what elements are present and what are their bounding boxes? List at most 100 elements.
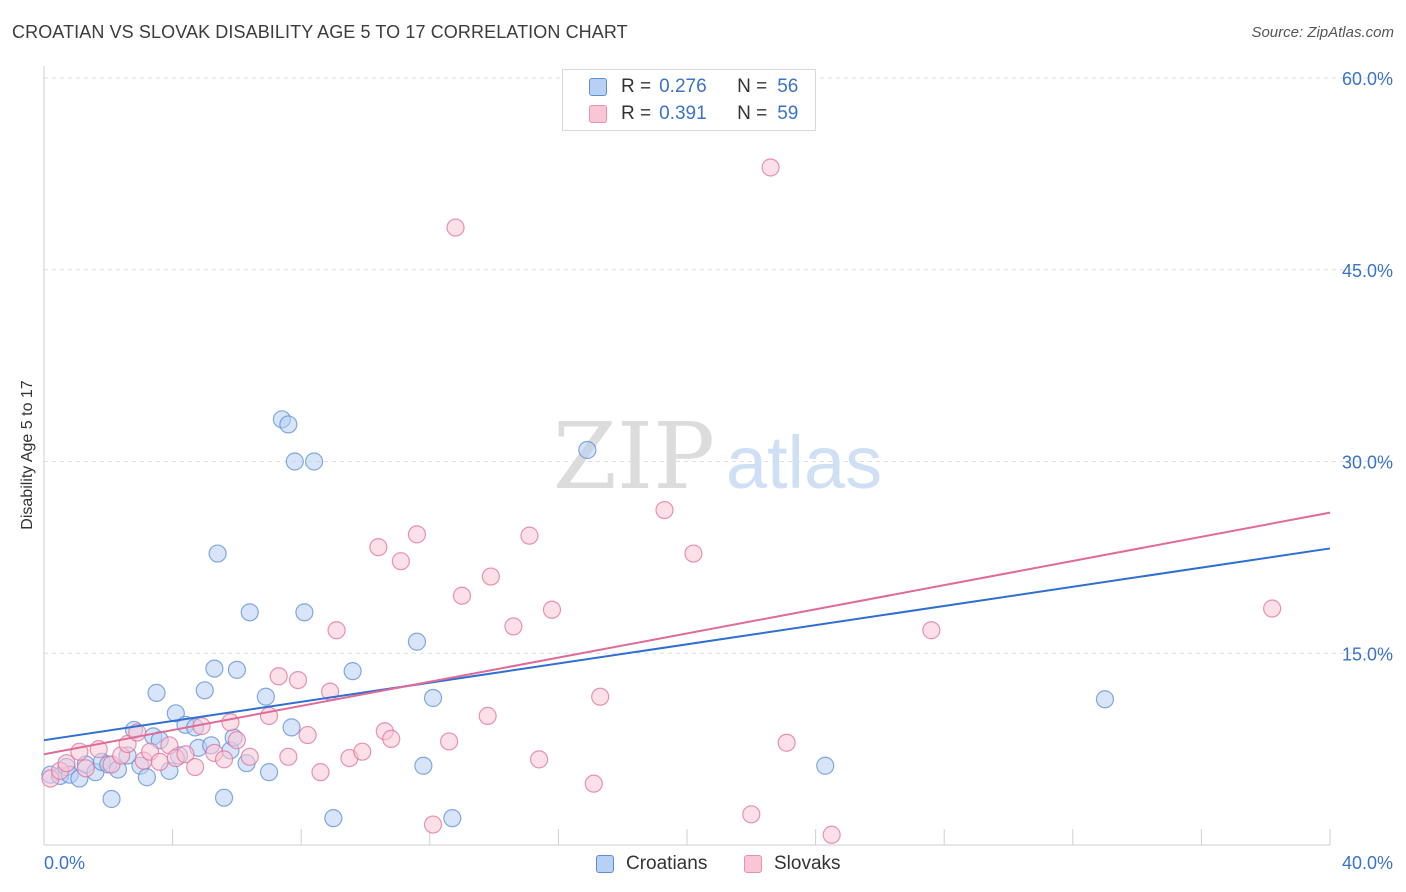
slovak-point	[311, 763, 330, 782]
slovak-point	[391, 552, 410, 571]
croatian-point	[414, 756, 433, 775]
slovak-point	[214, 750, 234, 769]
watermark-zip: ZIP	[553, 403, 715, 510]
legend-n-label: N =	[737, 103, 768, 124]
slovak-point	[279, 747, 298, 766]
trendlines	[43, 511, 1331, 756]
legend-r-value: 0.391	[659, 103, 707, 124]
legend-n-label: N =	[737, 76, 768, 97]
slovak-point	[446, 218, 465, 237]
croatian-point	[282, 718, 301, 737]
x-tick-label: 0.0%	[44, 853, 85, 873]
croatian-point	[443, 809, 462, 828]
slovak-point	[369, 538, 388, 557]
slovak-point	[227, 731, 246, 750]
bottom-legend-label-croatians: Croatians	[626, 853, 708, 874]
legend-row-slovaks: R = 0.391 N = 59	[589, 102, 798, 126]
slovak-point	[327, 621, 346, 640]
y-tick-label: 30.0%	[1342, 453, 1393, 473]
croatian-point	[240, 603, 259, 622]
gridlines	[44, 77, 1394, 654]
croatian-point	[214, 788, 234, 807]
y-tick-label: 60.0%	[1342, 69, 1393, 89]
source-label: Source: ZipAtlas.com	[1251, 24, 1394, 41]
croatian-point	[407, 632, 427, 651]
slovak-point	[922, 621, 941, 640]
slovak-point	[288, 670, 308, 690]
slovak-point	[742, 805, 761, 824]
croatian-point	[816, 756, 835, 775]
tick-labels: 15.0% 30.0% 45.0% 60.0% 0.0% 40.0%	[44, 69, 1393, 873]
slovak-point	[1263, 599, 1282, 618]
slovak-point	[176, 745, 195, 764]
slovak-point	[478, 706, 497, 725]
watermark: ZIP atlas	[553, 403, 882, 510]
trendline-slovaks	[43, 511, 1331, 756]
bottom-legend-croatians: Croatians	[596, 852, 707, 876]
slovak-point	[481, 567, 500, 586]
legend-swatch-slovaks	[589, 105, 607, 123]
watermark-atlas: atlas	[726, 421, 882, 504]
legend-r-label: R =	[621, 103, 652, 124]
legend: R = 0.276 N = 56 R = 0.391 N = 59	[562, 69, 816, 131]
slovak-point	[353, 742, 372, 761]
slovak-point	[452, 586, 472, 605]
slovak-point	[655, 500, 674, 520]
slovak-point	[439, 732, 459, 751]
slovak-point	[591, 687, 610, 706]
bottom-legend-slovaks: Slovaks	[744, 852, 841, 876]
croatian-point	[227, 660, 246, 679]
slovak-point	[76, 759, 95, 778]
croatian-point	[343, 662, 362, 681]
croatian-point	[578, 440, 597, 460]
croatian-point	[285, 452, 304, 471]
croatian-point	[279, 415, 298, 434]
bottom-legend-swatch-croatians	[596, 855, 614, 873]
x-tick-label: 40.0%	[1342, 853, 1393, 873]
croatian-point	[205, 659, 224, 678]
croatian-point	[324, 809, 343, 828]
croatian-point	[295, 603, 314, 622]
slovak-point	[269, 667, 288, 686]
slovak-point	[530, 750, 549, 769]
y-tick-label: 45.0%	[1342, 261, 1393, 281]
chart-title: CROATIAN VS SLOVAK DISABILITY AGE 5 TO 1…	[12, 22, 628, 42]
legend-r-value: 0.276	[659, 76, 707, 97]
croatian-point	[256, 687, 275, 706]
croatian-point	[1095, 690, 1115, 709]
slovak-point	[407, 525, 427, 544]
slovak-point	[542, 600, 562, 619]
slovak-point	[298, 725, 317, 745]
slovak-point	[684, 544, 703, 563]
trendline-croatians	[43, 547, 1331, 742]
slovak-point	[822, 825, 841, 844]
series-slovaks	[41, 158, 1282, 844]
slovak-point	[382, 729, 401, 748]
legend-n-value: 56	[777, 76, 799, 97]
slovak-point	[186, 757, 205, 777]
slovak-point	[520, 526, 539, 545]
croatian-point	[259, 763, 279, 782]
y-tick-label: 15.0%	[1342, 644, 1393, 664]
slovak-point	[423, 815, 443, 834]
bottom-legend-swatch-slovaks	[744, 855, 762, 873]
slovak-point	[221, 713, 240, 732]
slovak-point	[240, 747, 259, 766]
croatian-point	[102, 789, 121, 809]
croatian-point	[304, 452, 324, 471]
slovak-point	[57, 754, 76, 773]
slovak-point	[777, 733, 796, 752]
legend-row-croatians: R = 0.276 N = 56	[589, 75, 798, 99]
croatian-point	[137, 768, 156, 787]
croatian-point	[147, 683, 166, 702]
bottom-legend-label-slovaks: Slovaks	[774, 853, 841, 874]
croatian-point	[423, 688, 443, 708]
legend-swatch-croatians	[589, 78, 607, 96]
croatian-point	[195, 681, 214, 700]
slovak-point	[150, 752, 169, 772]
slovak-point	[584, 774, 603, 793]
legend-r-label: R =	[621, 76, 652, 97]
slovak-point	[761, 158, 780, 177]
legend-n-value: 59	[777, 103, 799, 124]
